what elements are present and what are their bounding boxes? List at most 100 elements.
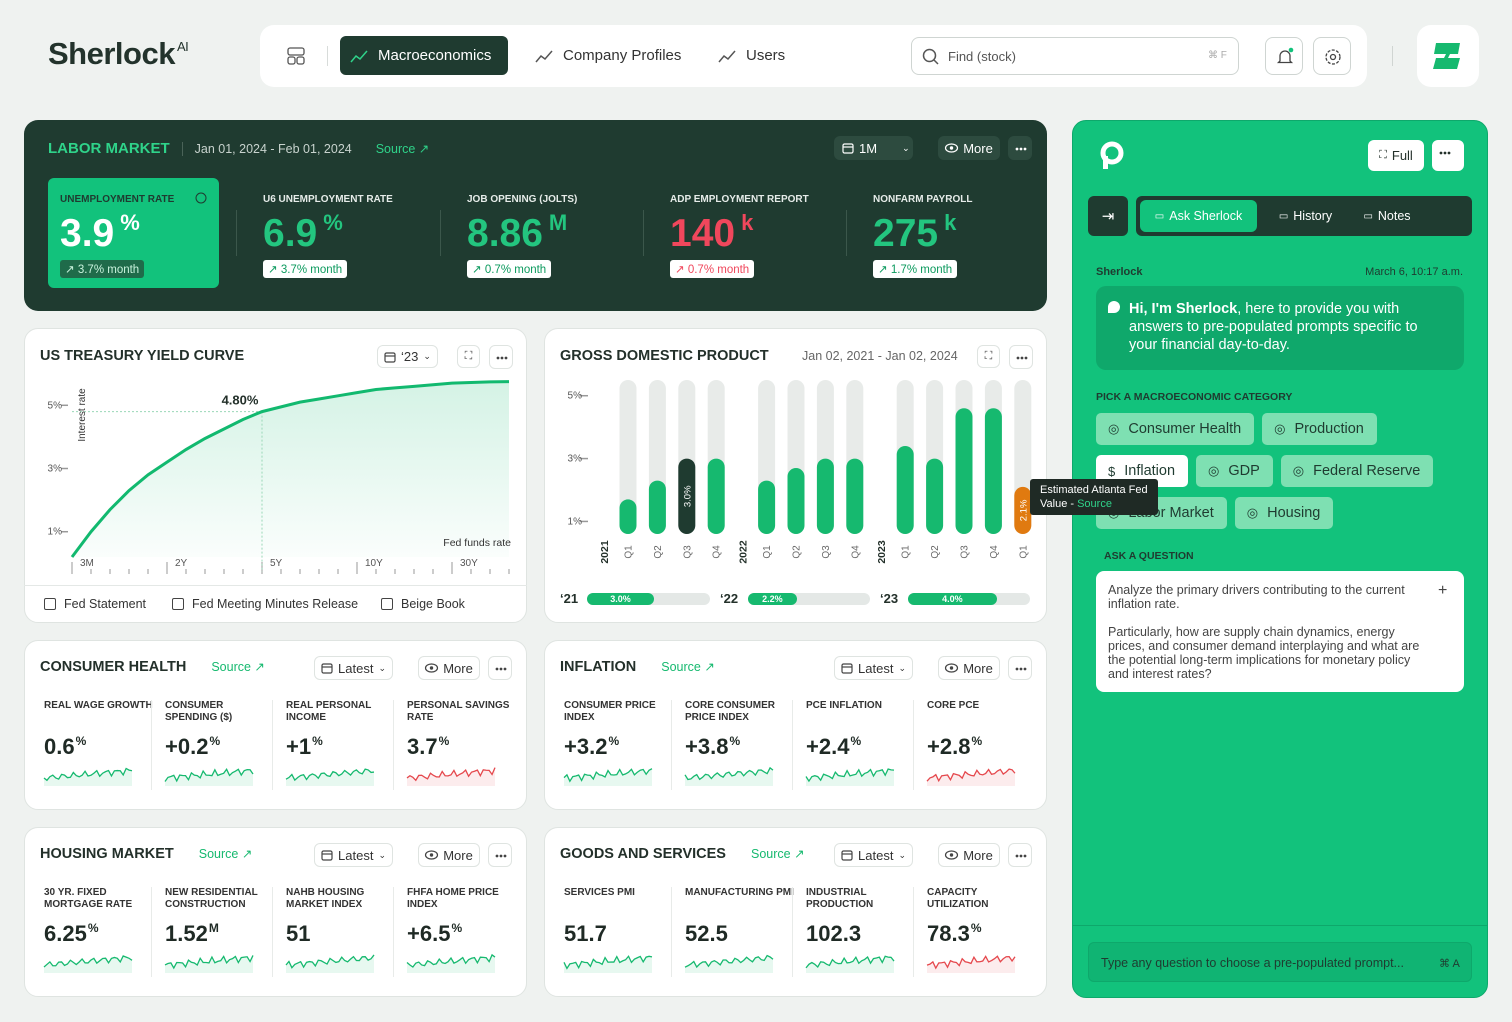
category-chip[interactable]: ◎ Housing <box>1234 497 1334 529</box>
filter-label: ‘23 <box>401 349 419 364</box>
sparkline <box>684 766 774 786</box>
source-link[interactable]: Source ↗ <box>198 847 253 861</box>
dot <box>495 854 499 858</box>
icon <box>287 47 305 56</box>
footer-link[interactable]: Fed Meeting Minutes Release <box>192 597 359 611</box>
chevron: ⌄ <box>378 849 386 860</box>
expand-button[interactable]: ⛶ <box>977 345 1000 368</box>
y-axis-label: Interest rate <box>77 388 88 442</box>
section-heading: ASK A QUESTION <box>1104 550 1194 562</box>
chevron: ⌄ <box>902 142 910 153</box>
divider <box>671 700 672 790</box>
search-box[interactable]: Find (stock) ⌘ F <box>911 37 1239 75</box>
dot <box>499 854 503 858</box>
sparkline <box>164 955 254 973</box>
category-chip[interactable]: ◎ Consumer Health <box>1096 413 1255 445</box>
year-label: 2021 <box>599 540 611 564</box>
prompt-input[interactable]: Type any question to choose a pre-popula… <box>1088 942 1472 982</box>
category-chip[interactable]: ◎ GDP <box>1196 455 1273 487</box>
category-chip[interactable]: ◎ Federal Reserve <box>1280 455 1434 487</box>
source-link[interactable]: Source ↗ <box>750 847 805 861</box>
icon <box>287 56 296 65</box>
latest-select[interactable]: Latest ⌄ <box>314 843 393 867</box>
more-button[interactable]: More <box>418 843 480 867</box>
full-button[interactable]: ⛶ Full <box>1368 140 1424 171</box>
footer-link[interactable]: Fed Statement <box>64 597 146 611</box>
nav-tab[interactable]: Users <box>708 36 798 75</box>
x-tick-label: Q1 <box>901 545 912 559</box>
bar <box>846 458 864 534</box>
question-box[interactable]: Analyze the primary drivers contributing… <box>1096 571 1464 692</box>
latest-select[interactable]: Latest ⌄ <box>834 656 913 680</box>
source-link[interactable]: Source ↗ <box>375 142 430 156</box>
more-button[interactable]: More <box>938 136 1000 160</box>
year-label: 2022 <box>738 540 750 564</box>
x-tick-label: Q4 <box>989 545 1000 559</box>
divider <box>846 210 847 256</box>
message-bubble <box>1096 286 1464 370</box>
sparkline-line <box>684 766 774 781</box>
dots-icon <box>1439 151 1451 155</box>
bar <box>926 458 944 534</box>
nav-tab-label: Users <box>746 47 786 64</box>
icon <box>1325 49 1341 65</box>
link-icon <box>172 598 184 610</box>
more-button[interactable]: More <box>418 656 480 680</box>
assistant-tab[interactable]: ▭ History <box>1263 200 1348 232</box>
metric-label: CONSUMER PRICE INDEX <box>564 700 656 723</box>
assistant-tab[interactable]: ▭ Notes <box>1352 200 1422 232</box>
more-button[interactable]: More <box>938 656 1000 680</box>
sparkline-area <box>685 955 773 973</box>
metric-label: INDUSTRIAL PRODUCTION <box>806 887 874 910</box>
link-icon <box>44 598 56 610</box>
more-options-button[interactable] <box>1008 656 1032 680</box>
nav-tab[interactable]: Company Profiles <box>525 36 695 75</box>
more-button[interactable]: More <box>938 843 1000 867</box>
metric-label: MANUFACTURING PMI <box>685 887 794 898</box>
more-options-button[interactable] <box>488 843 512 867</box>
chevron: ⌄ <box>423 351 431 361</box>
source-link[interactable]: Source ↗ <box>661 660 715 674</box>
latest-select[interactable]: Latest ⌄ <box>314 656 393 680</box>
more-options-button[interactable] <box>1008 843 1032 867</box>
sparkline <box>285 954 375 973</box>
period-select[interactable]: 1M ⌄ <box>834 136 913 160</box>
metric-value: 3.7% <box>407 734 450 759</box>
metric-unit: % <box>970 921 982 935</box>
assistant-tab[interactable]: ▭ Ask Sherlock <box>1140 200 1257 232</box>
metric-label: REAL PERSONAL INCOME <box>286 700 372 723</box>
x-tick-label: 10Y <box>365 558 383 569</box>
source-link[interactable]: Source ↗ <box>211 660 265 674</box>
year-select[interactable]: ‘23 ⌄ <box>377 345 438 368</box>
more-options-button[interactable] <box>488 656 512 680</box>
latest-select[interactable]: Latest ⌄ <box>834 843 913 867</box>
panel-header: CONSUMER HEALTH Source ↗ <box>40 659 265 675</box>
notifications-button[interactable] <box>1265 37 1303 75</box>
chip-label: Housing <box>1267 505 1321 521</box>
metric-value: 51 <box>286 921 311 946</box>
bar <box>707 458 725 534</box>
sparkline-line <box>805 955 895 969</box>
metric-value: 6.25% <box>44 921 99 946</box>
x-tick-label: Q2 <box>653 545 664 559</box>
more-options-button[interactable] <box>1432 140 1464 171</box>
category-list: ◎ Consumer Health ◎ Production $ Inflation ◎ GD… <box>1096 413 1466 529</box>
more-options-button[interactable] <box>1008 136 1032 160</box>
bar <box>619 499 637 534</box>
cal <box>841 850 853 861</box>
settings-button[interactable] <box>1313 37 1351 75</box>
more-options-button[interactable] <box>1009 345 1033 369</box>
x-tick-label: 30Y <box>460 558 478 569</box>
footer-link[interactable]: Beige Book <box>401 597 465 611</box>
collapse-button[interactable]: ⇥ <box>1088 196 1128 236</box>
sparkline <box>684 954 774 973</box>
category-chip[interactable]: ◎ Production <box>1262 413 1377 445</box>
metric-change: ↗ 0.7% month <box>467 260 552 278</box>
card-header: LABOR MARKET Jan 01, 2024 - Feb 01, 2024 S… <box>48 140 429 157</box>
expand-button[interactable]: ⛶ <box>457 345 480 368</box>
nav-tab[interactable]: Macroeconomics <box>340 36 508 75</box>
metric-change: ↗ 3.7% month <box>60 260 145 278</box>
more-options-button[interactable] <box>489 345 513 369</box>
dot <box>503 854 507 858</box>
